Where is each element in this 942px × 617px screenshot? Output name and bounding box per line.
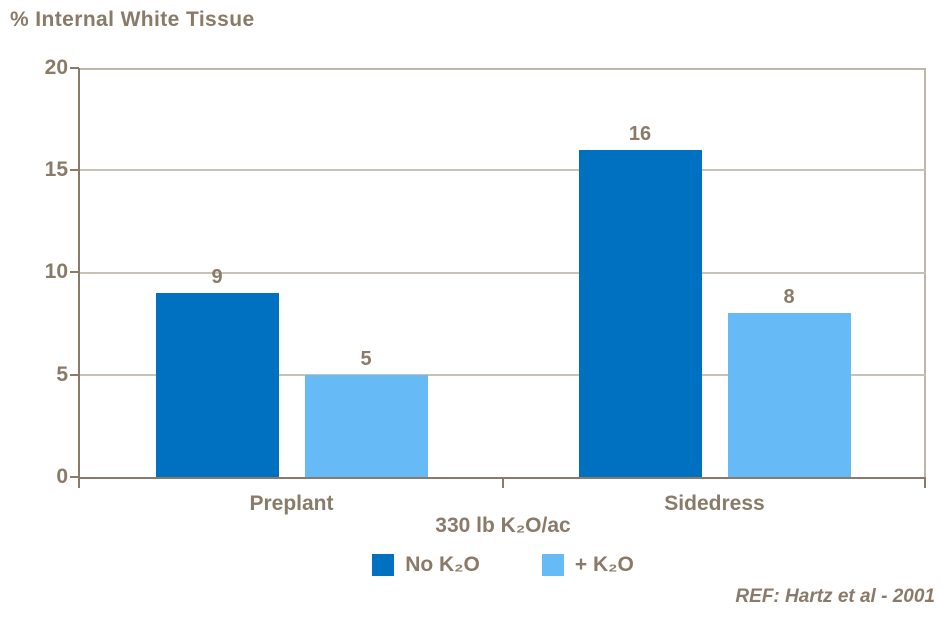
bar-preplant-plus-k2o xyxy=(304,374,428,477)
legend-label-plus-k2o: + K₂O xyxy=(574,553,634,576)
bar-value-label: 16 xyxy=(628,122,652,145)
y-tick-mark xyxy=(70,476,79,478)
bar-slot: 5 xyxy=(304,68,428,477)
x-axis-line xyxy=(78,477,926,479)
y-tick-mark xyxy=(70,374,79,376)
y-tick-label-20: 20 xyxy=(44,56,68,79)
legend-swatch-no-k2o xyxy=(372,554,395,576)
bar-preplant-no-k2o xyxy=(155,292,279,477)
category-label-preplant: Preplant xyxy=(249,492,334,515)
y-tick-label-10: 10 xyxy=(44,260,68,283)
bar-sidedress-plus-k2o xyxy=(727,313,851,477)
bar-value-label: 9 xyxy=(211,265,223,288)
y-tick-mark xyxy=(70,67,79,69)
plot-border-top xyxy=(80,68,926,70)
gridline-15 xyxy=(80,169,926,172)
category-label-sidedress: Sidedress xyxy=(664,492,765,515)
bar-slot: 9 xyxy=(155,68,279,477)
x-tick-mark xyxy=(924,479,926,488)
x-axis-title: 330 lb K₂O/ac xyxy=(435,514,571,537)
reference-citation: REF: Hartz et al - 2001 xyxy=(735,586,935,607)
y-tick-mark xyxy=(70,271,79,273)
legend-swatch-plus-k2o xyxy=(541,554,564,576)
bar-slot: 8 xyxy=(727,68,851,477)
bar-group-sidedress: 16 8 xyxy=(503,68,926,477)
x-tick-mark xyxy=(78,479,80,488)
bar-slot: 16 xyxy=(578,68,702,477)
legend: No K₂O + K₂O xyxy=(80,553,926,577)
y-axis-line xyxy=(78,68,80,479)
plot-area: 9 5 16 8 xyxy=(80,68,926,477)
y-tick-mark xyxy=(70,169,79,171)
y-tick-label-5: 5 xyxy=(56,363,68,386)
y-tick-label-0: 0 xyxy=(56,465,68,488)
bar-group-preplant: 9 5 xyxy=(80,68,503,477)
gridline-5 xyxy=(80,373,926,376)
legend-item-no-k2o: No K₂O xyxy=(372,553,480,577)
y-tick-label-15: 15 xyxy=(44,158,68,181)
legend-item-plus-k2o: + K₂O xyxy=(541,553,634,577)
bar-value-label: 5 xyxy=(360,347,372,370)
bar-sidedress-no-k2o xyxy=(578,149,702,477)
legend-label-no-k2o: No K₂O xyxy=(405,553,480,576)
chart-title: % Internal White Tissue xyxy=(10,8,255,31)
bar-value-label: 8 xyxy=(783,286,795,309)
x-tick-mark xyxy=(502,479,504,488)
category-axis: Preplant Sidedress xyxy=(80,492,926,516)
gridline-10 xyxy=(80,271,926,274)
